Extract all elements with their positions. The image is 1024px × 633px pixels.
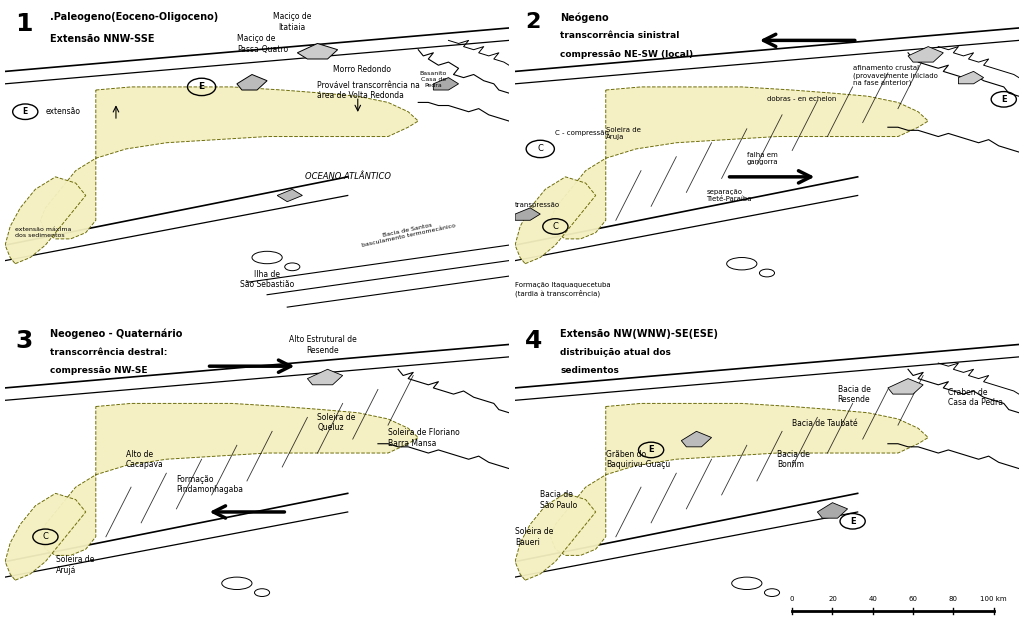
Text: E: E: [1000, 95, 1007, 104]
Text: compressão NW-SE: compressão NW-SE: [50, 366, 147, 375]
Text: Soleira de Floriano
Barra Mansa: Soleira de Floriano Barra Mansa: [388, 429, 460, 448]
Polygon shape: [40, 87, 418, 239]
Polygon shape: [681, 431, 712, 447]
Polygon shape: [237, 75, 267, 90]
Text: afinamento crustal
(provavelmente iniciado
na fase anterior): afinamento crustal (provavelmente inicia…: [853, 65, 938, 86]
Text: 40: 40: [868, 596, 878, 602]
Text: E: E: [648, 446, 654, 454]
Polygon shape: [40, 403, 418, 555]
Polygon shape: [908, 47, 943, 62]
Text: distribuição atual dos: distribuição atual dos: [560, 348, 672, 356]
Text: Alto Estrutural de
Resende: Alto Estrutural de Resende: [289, 335, 356, 354]
Text: falha em
gangorra: falha em gangorra: [746, 152, 778, 165]
Polygon shape: [433, 78, 459, 90]
Text: extensão: extensão: [45, 107, 81, 116]
Text: transpressão: transpressão: [515, 202, 560, 208]
Text: sedimentos: sedimentos: [560, 366, 620, 375]
Text: 80: 80: [949, 596, 957, 602]
Text: Grãben do
Baquirivu-Guaçu: Grãben do Baquirivu-Guaçu: [606, 450, 670, 469]
Text: Bacia de
Bonfim: Bacia de Bonfim: [777, 450, 810, 469]
Text: Formação
Pindamonhagaba: Formação Pindamonhagaba: [176, 475, 244, 494]
Polygon shape: [307, 369, 343, 385]
Text: Provável transcorrência na
área de Volta Redonda: Provável transcorrência na área de Volta…: [317, 80, 421, 100]
Polygon shape: [550, 87, 928, 239]
Polygon shape: [297, 44, 338, 59]
Text: 0: 0: [790, 596, 795, 602]
Text: Alto de
Cacapava: Alto de Cacapava: [126, 450, 164, 469]
Polygon shape: [958, 72, 984, 84]
Text: separação
Tieté-Paraíba: separação Tieté-Paraíba: [707, 189, 752, 203]
Text: Extensão NW(WNW)-SE(ESE): Extensão NW(WNW)-SE(ESE): [560, 329, 719, 339]
Text: Basanito
Casa de
Pedra: Basanito Casa de Pedra: [420, 72, 447, 88]
Text: Soleira de
Aruja: Soleira de Aruja: [606, 127, 641, 141]
Polygon shape: [515, 208, 541, 220]
Text: extensão máxima
dos sedimentos: extensão máxima dos sedimentos: [15, 227, 72, 238]
Polygon shape: [817, 503, 848, 518]
Polygon shape: [278, 189, 302, 202]
Text: compressão NE-SW (local): compressão NE-SW (local): [560, 49, 693, 59]
Text: Neogeneo - Quaternário: Neogeneo - Quaternário: [50, 329, 183, 339]
Text: Bacia de
Resende: Bacia de Resende: [838, 385, 870, 404]
Text: E: E: [23, 107, 28, 116]
Text: 1: 1: [15, 13, 33, 37]
Text: transcorrência destral:: transcorrência destral:: [50, 348, 168, 356]
Text: OCEANO ATLÂNTICO: OCEANO ATLÂNTICO: [305, 172, 391, 182]
Text: C: C: [538, 144, 543, 153]
Text: 4: 4: [525, 329, 543, 353]
Text: E: E: [850, 517, 855, 526]
Text: Soleira de
Queluz: Soleira de Queluz: [317, 413, 356, 432]
Polygon shape: [515, 177, 596, 264]
Text: Extensão NNW-SSE: Extensão NNW-SSE: [50, 34, 155, 44]
Text: Craben de
Casa da Pedra: Craben de Casa da Pedra: [948, 388, 1004, 407]
Polygon shape: [5, 177, 86, 264]
Text: Morro Redondo: Morro Redondo: [333, 65, 390, 74]
Text: Bacia de Taubaté: Bacia de Taubaté: [793, 419, 858, 428]
Text: C: C: [552, 222, 558, 231]
Text: 3: 3: [15, 329, 33, 353]
Polygon shape: [550, 403, 928, 555]
Polygon shape: [888, 379, 924, 394]
Text: Neógeno: Neógeno: [560, 13, 609, 23]
Text: Formação Itaquaquecetuba
(tardia à transcorrência): Formação Itaquaquecetuba (tardia à trans…: [515, 282, 610, 297]
Text: Ilha de
São Sebastião: Ilha de São Sebastião: [240, 270, 294, 289]
Polygon shape: [515, 493, 596, 580]
Text: C - compressão: C - compressão: [555, 130, 609, 137]
Text: Soleira de
Baueri: Soleira de Baueri: [515, 527, 553, 547]
Text: Soleira de
Arujá: Soleira de Arujá: [55, 555, 94, 575]
Text: 20: 20: [828, 596, 837, 602]
Text: Bacia de Santos
basculamento termomecânico: Bacia de Santos basculamento termomecâni…: [360, 217, 457, 248]
Text: transcorrência sinistral: transcorrência sinistral: [560, 31, 680, 40]
Text: C: C: [42, 532, 48, 541]
Text: Maciço de
Passa-Quatro: Maciço de Passa-Quatro: [237, 34, 288, 54]
Text: dobras - en echelon: dobras - en echelon: [767, 96, 837, 102]
Text: Bacia de
São Paulo: Bacia de São Paulo: [541, 491, 578, 510]
Polygon shape: [5, 493, 86, 580]
Text: Maciço de
Itatiaia: Maciço de Itatiaia: [273, 13, 311, 32]
Text: .Paleogeno(Eoceno-Oligoceno): .Paleogeno(Eoceno-Oligoceno): [50, 13, 219, 22]
Text: 2: 2: [525, 13, 541, 32]
Text: 60: 60: [908, 596, 918, 602]
Text: E: E: [199, 82, 205, 91]
Text: 100 km: 100 km: [980, 596, 1007, 602]
